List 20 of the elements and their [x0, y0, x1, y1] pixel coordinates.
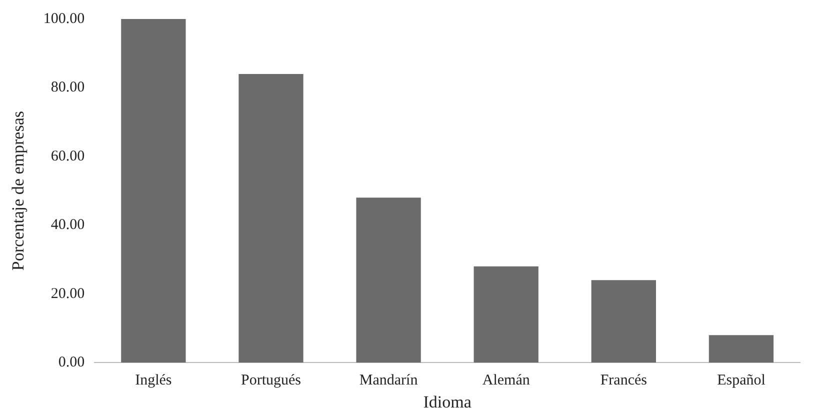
x-tick-label: Inglés — [135, 372, 172, 389]
x-axis-title: Idioma — [423, 392, 472, 412]
y-axis-title: Porcentaje de empresas — [8, 111, 28, 271]
y-tick-label: 20.00 — [50, 286, 85, 302]
bar — [474, 266, 538, 363]
y-tick-label: 80.00 — [50, 80, 85, 96]
bar — [121, 19, 186, 363]
x-tick-label: Mandarín — [359, 372, 418, 389]
bar — [356, 198, 421, 363]
x-tick-label: Español — [717, 372, 766, 389]
bar — [238, 74, 304, 363]
y-tick-label: 100.00 — [43, 10, 85, 27]
y-tick-label: 60.00 — [50, 148, 85, 164]
y-tick-label: 40.00 — [50, 217, 85, 234]
x-tick-label: Francés — [600, 372, 648, 389]
y-tick-label: 0.00 — [58, 354, 85, 371]
bar — [591, 280, 656, 363]
x-tick-label: Portugués — [240, 372, 302, 389]
x-tick-label: Alemán — [482, 372, 530, 389]
bar — [708, 335, 774, 363]
